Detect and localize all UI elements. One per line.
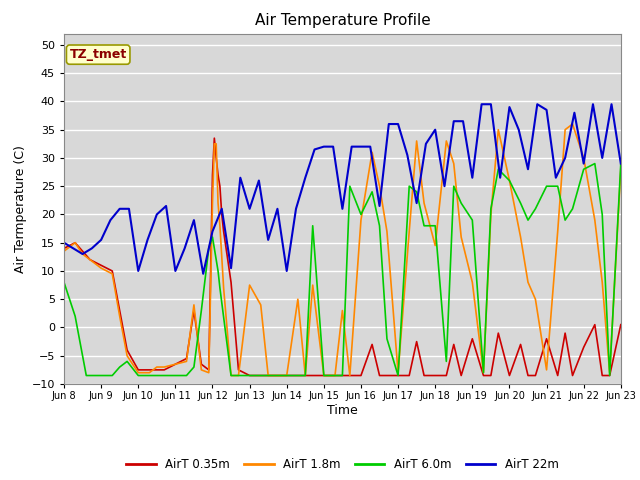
X-axis label: Time: Time [327, 404, 358, 417]
Title: Air Temperature Profile: Air Temperature Profile [255, 13, 430, 28]
Text: TZ_tmet: TZ_tmet [70, 48, 127, 61]
Y-axis label: Air Termperature (C): Air Termperature (C) [15, 145, 28, 273]
Legend: AirT 0.35m, AirT 1.8m, AirT 6.0m, AirT 22m: AirT 0.35m, AirT 1.8m, AirT 6.0m, AirT 2… [122, 454, 563, 476]
